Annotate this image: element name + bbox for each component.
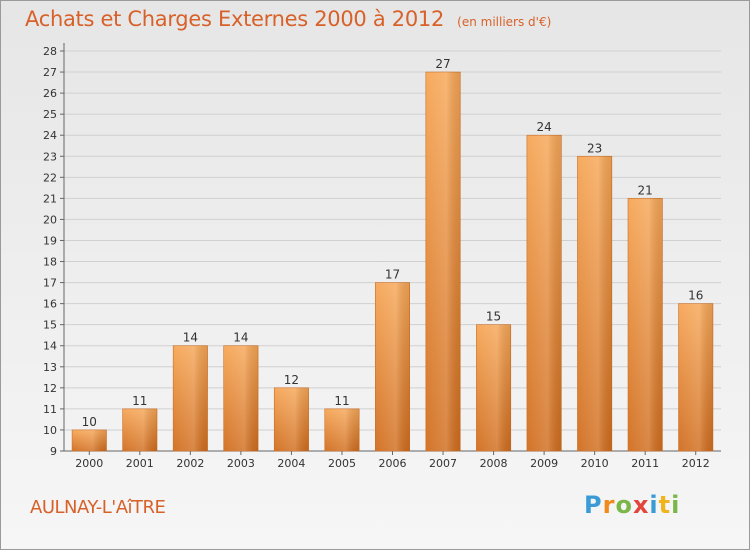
- bar-shine: [375, 282, 410, 451]
- x-tick-label: 2002: [176, 457, 204, 470]
- bars: [71, 71, 714, 452]
- bar-shine: [678, 303, 713, 451]
- value-label: 14: [233, 331, 248, 345]
- bar-shine: [173, 345, 208, 451]
- x-tick-label: 2011: [631, 457, 659, 470]
- value-label: 17: [385, 268, 400, 282]
- value-label: 11: [132, 394, 147, 408]
- y-tick-label: 10: [43, 424, 57, 437]
- value-labels: 10 11 14 14 12 11 17 27 15 24 23 21 16: [82, 57, 704, 429]
- y-tick-label: 18: [43, 256, 57, 269]
- value-label: 16: [688, 289, 703, 303]
- y-tick-label: 11: [43, 403, 57, 416]
- y-tick-label: 26: [43, 87, 57, 100]
- logo-letter: o: [615, 491, 633, 519]
- y-tick-label: 27: [43, 66, 57, 79]
- value-label: 11: [334, 394, 349, 408]
- y-tick-label: 16: [43, 298, 57, 311]
- town-name: AULNAY-L'AîTRE: [30, 497, 166, 518]
- value-label: 27: [435, 57, 450, 71]
- proxiti-logo[interactable]: Proxiti: [584, 491, 680, 519]
- value-label: 21: [638, 183, 653, 197]
- bar-shine: [425, 72, 461, 451]
- x-tick-label: 2009: [530, 457, 558, 470]
- bar-shine: [274, 387, 309, 451]
- y-tick-label: 15: [43, 319, 57, 332]
- title-row: Achats et Charges Externes 2000 à 2012 (…: [25, 7, 551, 31]
- bar-chart: 9 10 11 12 13 14 15 16 17 18 19 20 21 22 23 24 25 26 27 28 2…: [43, 43, 721, 470]
- y-tick-label: 25: [43, 108, 57, 121]
- bar-shine: [72, 429, 107, 451]
- y-tick-label: 23: [43, 150, 57, 163]
- value-label: 14: [183, 331, 198, 345]
- x-tick-label: 2000: [75, 457, 103, 470]
- logo-letter: t: [658, 491, 672, 519]
- x-tick-label: 2005: [328, 457, 356, 470]
- value-label: 15: [486, 310, 501, 324]
- x-tick-label: 2001: [126, 457, 154, 470]
- bar-shine: [476, 324, 511, 451]
- bar-shine: [324, 408, 360, 451]
- y-tick-label: 28: [43, 45, 57, 58]
- value-label: 23: [587, 141, 602, 155]
- bar-shine: [223, 345, 259, 451]
- x-tick-label: 2004: [277, 457, 305, 470]
- y-tick-label: 19: [43, 234, 57, 247]
- x-tick-label: 2010: [581, 457, 609, 470]
- x-tick-label: 2008: [480, 457, 508, 470]
- logo-letter: i: [649, 491, 659, 519]
- chart-unit: (en milliers d'€): [457, 15, 552, 29]
- bar-shine: [577, 156, 612, 451]
- y-tick-label: 9: [50, 445, 57, 458]
- bar-shine: [628, 198, 663, 451]
- bar-shine: [526, 135, 562, 452]
- x-tick-label: 2006: [379, 457, 407, 470]
- x-tick-label: 2007: [429, 457, 457, 470]
- y-tick-label: 17: [43, 277, 57, 290]
- value-label: 12: [284, 373, 299, 387]
- x-tick-label: 2003: [227, 457, 255, 470]
- y-tick-label: 12: [43, 382, 57, 395]
- logo-letter: i: [671, 491, 681, 519]
- y-tick-label: 22: [43, 171, 57, 184]
- x-tick-label: 2012: [682, 457, 710, 470]
- bar-shine: [122, 408, 157, 451]
- logo-letter: P: [584, 491, 603, 519]
- logo-letter: x: [632, 491, 650, 519]
- value-label: 24: [536, 120, 551, 134]
- chart-title: Achats et Charges Externes 2000 à 2012: [25, 7, 445, 31]
- y-tick-label: 13: [43, 361, 57, 374]
- y-tick-label: 21: [43, 192, 57, 205]
- y-tick-label: 24: [43, 129, 57, 142]
- y-tick-label: 20: [43, 213, 57, 226]
- y-tick-label: 14: [43, 340, 57, 353]
- logo-letter: r: [602, 491, 616, 519]
- value-label: 10: [82, 415, 97, 429]
